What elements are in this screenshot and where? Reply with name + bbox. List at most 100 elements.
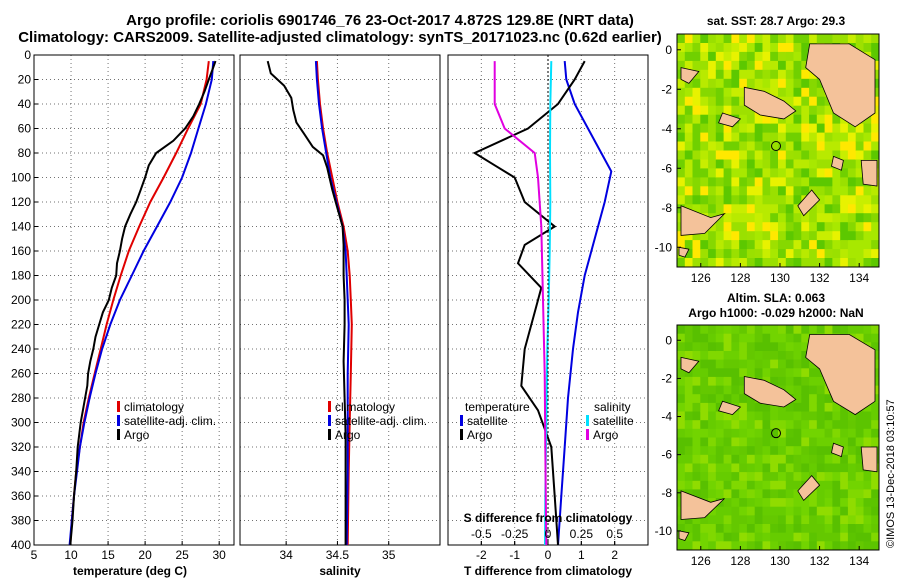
map-cell [762,78,771,89]
map-cell [824,141,833,151]
map-cell [840,541,849,551]
map-cell [855,524,864,534]
map-cell [793,394,802,404]
map-cell [793,532,802,542]
map-cell [770,498,779,508]
map-cell [871,489,880,499]
map-cell [715,51,725,62]
map-cell [715,132,725,143]
map-cell [692,446,701,456]
series-line-argo [266,60,347,545]
y-tick-label: 80 [18,146,32,160]
map-cell [809,78,818,89]
map-cell [677,420,686,430]
legend-label: satellite-adj. clim. [124,414,216,428]
map-cell [723,60,732,71]
map-cell [824,177,833,187]
map-cell [824,454,833,464]
map-cell [754,420,763,430]
map-cell [778,506,787,516]
map-cell [677,325,686,335]
lon-tick-label: 132 [810,271,830,285]
map-cell [715,195,725,205]
map-cell [715,454,725,464]
sst-map-ticks: 126 128 130 132 134 0 -2 -4 -6 -8 -10 [655,43,870,285]
map-cell [754,186,763,196]
map-cell [770,325,779,335]
map-cell [832,195,841,205]
map-cell [809,123,818,134]
map-cell [824,480,833,490]
map-cell [801,342,810,352]
map-cell [708,420,717,430]
map-cell [809,150,818,160]
map-cell [778,480,787,490]
map-cell [746,428,756,438]
map-cell [715,368,725,378]
map-cell [770,195,779,205]
land-polygon [805,43,876,128]
map-cell [770,123,779,134]
map-cell [778,489,787,499]
land-polygon [805,334,876,416]
map-cell [677,159,686,169]
map-cell [770,150,779,160]
map-cell [708,489,717,499]
map-cell [809,69,818,80]
map-cell [832,132,841,143]
map-cell [700,240,709,250]
x-tick-label: -1 [509,548,520,562]
map-cell [770,368,779,378]
map-cell [871,420,880,430]
map-cell [754,472,763,482]
map-cell [863,150,872,160]
map-cell [809,376,818,387]
map-cell [715,159,725,169]
map-cell [778,60,787,71]
map-cell [708,342,717,352]
map-cell [863,480,872,490]
map-cell [824,132,833,143]
map-cell [863,222,872,232]
map-cell [700,51,709,62]
map-cell [871,231,880,241]
map-cell [677,411,686,421]
map-cell [684,114,694,125]
map-cell [677,114,686,125]
lon-tick-label: 130 [770,554,790,568]
map-cell [723,51,732,62]
map-cell [801,168,810,178]
map-cell [715,342,725,352]
map-cell [746,541,756,551]
map-cell [840,150,849,160]
map-cell [708,463,717,473]
map-cell [708,69,717,80]
map-cell [871,325,880,335]
lon-tick-label: 134 [849,271,869,285]
map-cell [754,132,763,143]
map-cell [677,34,686,44]
map-cell [863,114,872,125]
map-cell [778,195,787,205]
map-cell [677,195,686,205]
map-cell [700,454,709,464]
map-cell [731,446,740,456]
map-cell [754,351,763,361]
map-cell [700,105,709,116]
map-cell [739,532,748,542]
map-cell [801,463,810,473]
map-cell [855,463,864,473]
land-polygon [860,159,878,187]
map-cell [723,342,732,352]
map-cell [832,204,841,214]
map-cell [692,428,701,438]
map-cell [700,123,709,134]
map-cell [731,498,740,508]
map-cell [793,342,802,352]
map-cell [677,43,686,53]
map-cell [840,186,849,196]
map-cell [739,506,748,516]
map-cell [731,141,740,151]
map-cell [754,480,763,490]
map-cell [708,541,717,551]
